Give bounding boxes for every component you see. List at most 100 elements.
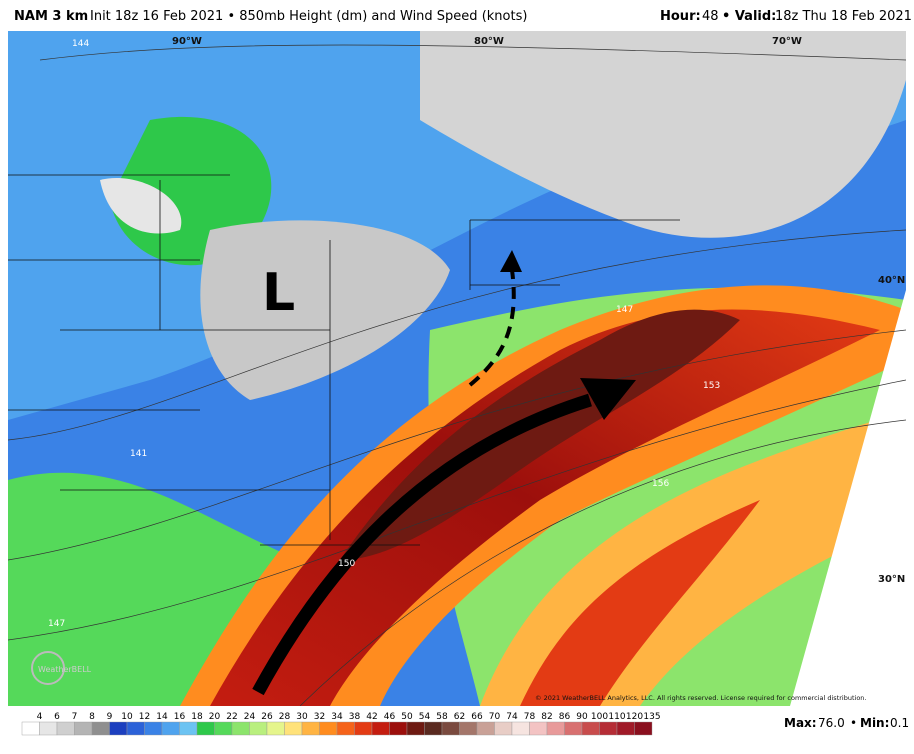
color-swatch	[284, 721, 303, 736]
gray-region	[420, 31, 906, 238]
color-swatch	[581, 721, 600, 736]
color-swatch	[301, 721, 320, 736]
logo-globe	[31, 651, 65, 685]
wind-brown	[340, 309, 740, 560]
color-swatch	[494, 721, 513, 736]
hour: 48	[702, 9, 719, 24]
valid-label: • Valid:	[722, 9, 776, 24]
color-swatch	[354, 721, 373, 736]
colorbar: 4 6 7 8 9 10 12 14 16 18 20 22 24 26 28 30 32 34 38 42 46 50 5…	[21, 712, 661, 736]
color-swatch	[56, 721, 75, 736]
colorbar-label: 28	[279, 712, 291, 722]
colorbar-label: 30	[296, 712, 308, 722]
domain-edge	[790, 290, 906, 706]
colorbar-label: 120	[626, 712, 643, 722]
gray-region	[200, 220, 450, 400]
valid: 18z Thu 18 Feb 2021	[775, 9, 912, 24]
arrow-head	[580, 378, 636, 420]
color-swatch	[74, 721, 93, 736]
dashed-arrow	[468, 269, 516, 387]
borders	[8, 174, 680, 546]
colorbar-label: 9	[107, 712, 113, 722]
color-swatch	[144, 721, 163, 736]
contours	[8, 44, 906, 706]
color-swatch	[39, 721, 58, 736]
colorbar-label: 7	[72, 712, 78, 722]
color-swatch	[249, 721, 268, 736]
colorbar-label: 22	[226, 712, 237, 722]
colorbar-label: 24	[244, 712, 256, 722]
color-swatch	[231, 721, 250, 736]
color-swatch	[424, 721, 443, 736]
colorbar-label: 46	[384, 712, 396, 722]
jet-arrow	[252, 393, 592, 696]
contour-label: 150	[338, 559, 355, 569]
footer: Max: 76.0 • Min: 0.1	[784, 716, 909, 730]
latitude: 30°N	[878, 574, 905, 585]
color-swatch	[336, 721, 355, 736]
latitude: 40°N	[878, 275, 905, 286]
color-swatch	[214, 721, 233, 736]
colorbar-label: 4	[37, 712, 43, 722]
contour-label: 144	[72, 39, 89, 49]
longitude: 70°W	[772, 36, 802, 47]
colorbar-label: 110	[608, 712, 625, 722]
color-swatch	[441, 721, 460, 736]
color-swatch	[564, 721, 583, 736]
color-swatch	[616, 721, 635, 736]
colorbar-label: 18	[191, 712, 203, 722]
colorbar-label: 86	[559, 712, 571, 722]
color-swatch	[476, 721, 495, 736]
colorbar-label: 34	[331, 712, 343, 722]
colorbar-label: 6	[54, 712, 60, 722]
hour-label: Hour:	[660, 9, 701, 24]
color-swatch	[196, 721, 215, 736]
max: 76.0	[818, 716, 845, 730]
map: L 90°W 80°W 70°W 40°N 30°N 144 147 150 1…	[8, 31, 906, 706]
separator: •	[850, 716, 857, 730]
header: NAM 3 km Init 18z 16 Feb 2021 • 850mb He…	[14, 9, 912, 24]
colorbar-label: 135	[643, 712, 660, 722]
longitude: 90°W	[172, 36, 202, 47]
init-text: Init 18z 16 Feb 2021 • 850mb Height (dm)…	[90, 9, 527, 24]
colorbar-label: 100	[591, 712, 608, 722]
copyright: © 2021 WeatherBELL Analytics, LLC. All r…	[535, 694, 866, 702]
max-label: Max:	[784, 716, 817, 730]
color-swatch	[634, 721, 653, 736]
colorbar-label: 10	[121, 712, 133, 722]
color-swatch	[161, 721, 180, 736]
min: 0.1	[890, 716, 909, 730]
color-swatch	[21, 721, 40, 736]
color-swatch	[179, 721, 198, 736]
colorbar-label: 78	[524, 712, 536, 722]
colorbar-label: 50	[401, 712, 413, 722]
gray-region	[100, 178, 182, 234]
colorbar-label: 26	[261, 712, 273, 722]
grid-labels: 90°W 80°W 70°W 40°N 30°N	[172, 36, 905, 585]
contour-label: 153	[703, 381, 720, 391]
contour-label: 147	[48, 619, 65, 629]
low-label: L	[262, 263, 295, 323]
arrow-head	[500, 250, 522, 272]
color-swatch	[109, 721, 128, 736]
longitude: 80°W	[474, 36, 504, 47]
colorbar-label: 90	[576, 712, 588, 722]
color-swatch	[511, 721, 530, 736]
model-name: NAM 3 km	[14, 9, 88, 24]
color-swatch	[319, 721, 338, 736]
color-swatch	[406, 721, 425, 736]
wind-red	[520, 500, 760, 706]
colorbar-label: 12	[139, 712, 150, 722]
colorbar-label: 14	[156, 712, 168, 722]
color-swatch	[529, 721, 548, 736]
color-swatch	[126, 721, 145, 736]
wind-red	[210, 309, 880, 706]
color-swatch	[371, 721, 390, 736]
colorbar-label: 16	[174, 712, 186, 722]
contour-label: 156	[652, 479, 669, 489]
logo: WeatherBELL	[38, 665, 92, 674]
colorbar-label: 58	[436, 712, 448, 722]
colorbar-label: 74	[506, 712, 518, 722]
